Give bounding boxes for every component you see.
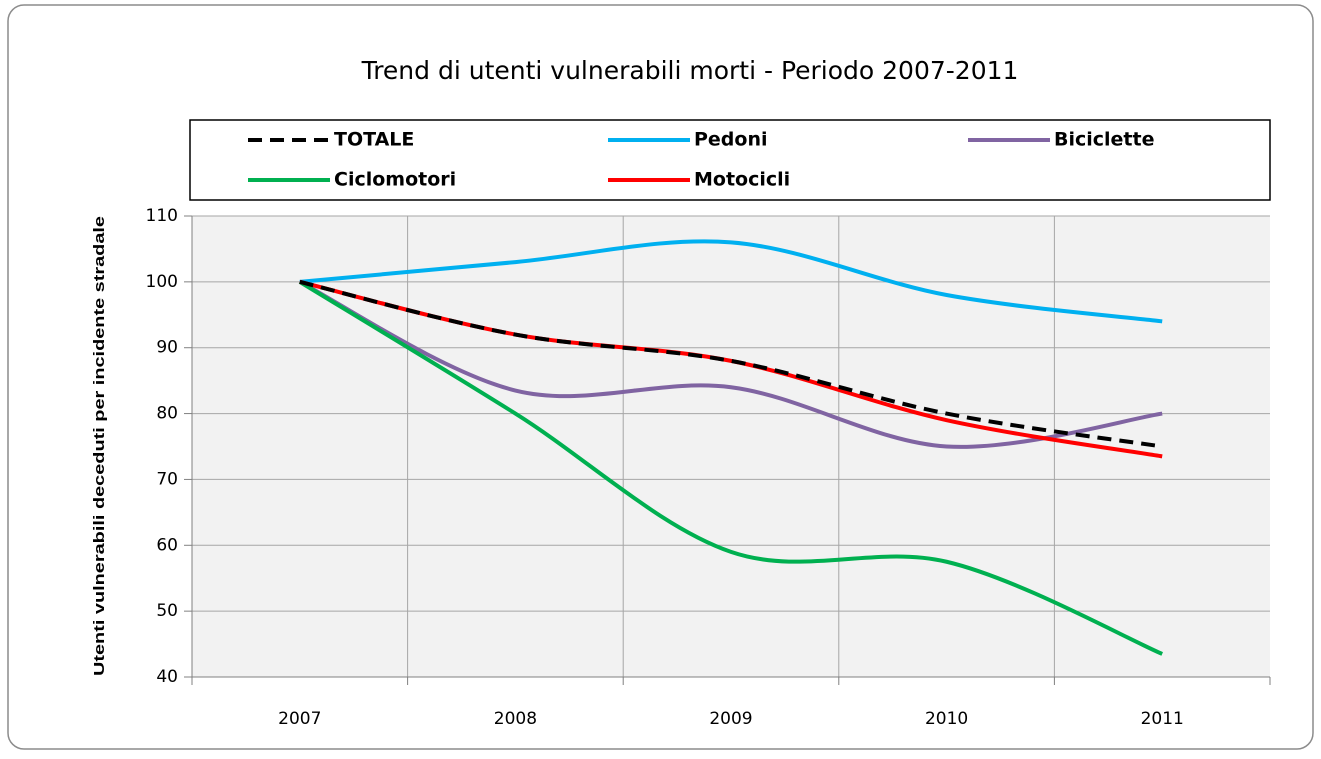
series-line [299, 279, 1163, 449]
x-tick-label: 2010 [925, 709, 968, 729]
legend-label: Ciclomotori [334, 169, 456, 191]
x-tick-label: 2011 [1141, 709, 1184, 729]
legend-label: Biciclette [1054, 129, 1154, 151]
y-tick-label: 100 [146, 272, 178, 292]
legend-label: Motocicli [694, 169, 790, 191]
y-tick-label: 60 [156, 535, 178, 555]
y-tick-label: 110 [146, 206, 178, 226]
y-axis-title: Utenti vulnerabili deceduti per incident… [91, 216, 108, 676]
x-tick-label: 2008 [494, 709, 537, 729]
y-tick-label: 90 [156, 338, 178, 358]
y-tick-label: 40 [156, 667, 178, 687]
y-tick-label: 70 [156, 469, 178, 489]
legend-label: Pedoni [694, 129, 768, 151]
y-tick-label: 80 [156, 404, 178, 424]
legend-label: TOTALE [334, 129, 414, 151]
x-tick-label: 2009 [709, 709, 752, 729]
x-tick-label: 2007 [278, 709, 321, 729]
legend-box [189, 119, 1271, 201]
y-tick-label: 50 [156, 601, 178, 621]
series-line [299, 239, 1163, 324]
chart-title: Trend di utenti vulnerabili morti - Peri… [361, 56, 1019, 85]
series-line [298, 280, 1163, 656]
series-line [298, 280, 1163, 449]
